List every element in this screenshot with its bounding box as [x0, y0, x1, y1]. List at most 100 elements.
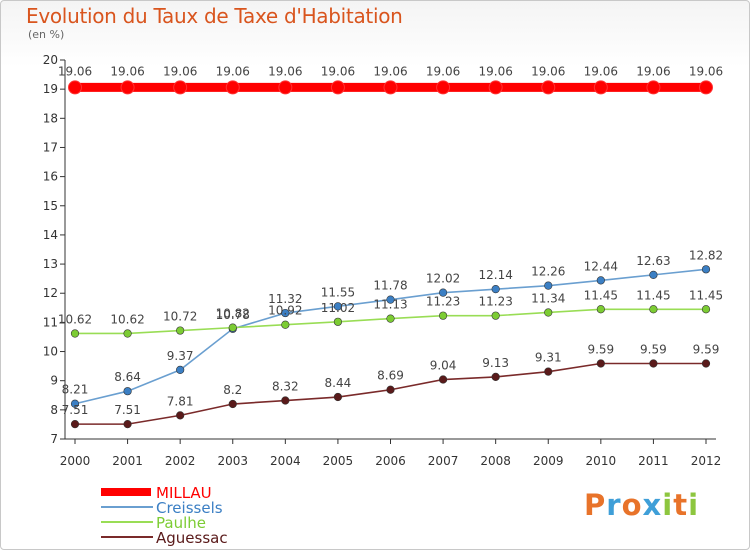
legend-label: Aguessac: [156, 529, 228, 547]
data-point: [68, 80, 82, 95]
data-label: 9.04: [430, 359, 457, 373]
legend-label: Paulhe: [156, 514, 206, 532]
data-point: [544, 367, 553, 376]
data-label: 10.82: [216, 307, 250, 321]
data-point: [281, 308, 290, 318]
data-label: 8.44: [325, 376, 352, 390]
data-label: 9.59: [587, 342, 614, 356]
data-label: 9.59: [640, 342, 667, 356]
data-point: [491, 372, 500, 382]
data-point: [70, 399, 80, 408]
data-point: [699, 80, 713, 95]
data-point: [596, 305, 605, 314]
data-label: 9.37: [167, 349, 194, 363]
data-point: [386, 385, 395, 394]
data-label: 8.2: [223, 383, 242, 397]
data-point: [491, 311, 500, 320]
data-label: 11.32: [268, 292, 302, 306]
data-point: [544, 308, 553, 317]
data-point: [488, 80, 503, 95]
data-point: [333, 317, 343, 326]
data-point: [386, 295, 395, 304]
data-label: 19.06: [268, 64, 302, 78]
y-tick-label: 10: [43, 345, 58, 359]
data-point: [281, 396, 290, 405]
x-tick-label: 2009: [533, 454, 564, 468]
data-label: 19.06: [584, 64, 618, 78]
data-point: [649, 305, 658, 314]
y-tick-label: 11: [43, 315, 58, 329]
data-point: [173, 80, 188, 95]
data-point: [701, 305, 711, 314]
data-label: 8.64: [114, 370, 141, 384]
x-tick-label: 2003: [217, 454, 248, 468]
chart-subtitle: (en %): [28, 28, 65, 41]
data-label: 11.34: [531, 291, 565, 305]
data-label: 10.62: [110, 312, 144, 326]
data-label: 19.06: [426, 64, 460, 78]
logo-letter: r: [606, 488, 622, 522]
data-label: 7.81: [167, 394, 194, 408]
data-point: [438, 311, 448, 320]
proxiti-logo: Proxiti: [584, 488, 699, 522]
y-tick-label: 13: [43, 257, 58, 271]
data-point: [436, 80, 451, 95]
data-label: 7.51: [114, 403, 141, 417]
y-tick-label: 8: [50, 403, 58, 417]
x-tick-label: 2011: [638, 454, 669, 468]
data-label: 11.02: [321, 301, 355, 315]
data-point: [120, 80, 135, 95]
legend-label: MILLAU: [156, 484, 212, 502]
x-tick-label: 2005: [323, 454, 354, 468]
data-label: 12.26: [531, 265, 565, 279]
data-point: [333, 302, 343, 311]
data-label: 19.06: [531, 64, 565, 78]
data-point: [70, 420, 80, 429]
data-point: [596, 276, 605, 285]
data-label: 12.82: [689, 248, 723, 262]
logo-letter: i: [662, 488, 674, 522]
data-point: [491, 285, 500, 294]
data-point: [383, 80, 398, 95]
data-label: 19.06: [689, 64, 723, 78]
data-label: 11.13: [373, 298, 407, 312]
data-label: 19.06: [636, 64, 670, 78]
data-label: 7.51: [62, 403, 89, 417]
x-tick-label: 2004: [270, 454, 301, 468]
y-tick-label: 7: [50, 432, 58, 446]
data-point: [649, 270, 658, 279]
data-label: 19.06: [216, 64, 250, 78]
data-label: 10.78: [216, 308, 250, 322]
logo-letter: x: [642, 488, 663, 522]
data-label: 19.06: [321, 64, 355, 78]
data-point: [649, 359, 658, 368]
data-point: [278, 80, 293, 95]
y-tick-label: 20: [43, 53, 58, 67]
x-tick-label: 2012: [691, 454, 722, 468]
data-point: [330, 80, 345, 95]
data-label: 19.06: [58, 64, 92, 78]
data-point: [544, 281, 553, 290]
data-label: 10.92: [268, 304, 302, 318]
data-point: [228, 399, 237, 409]
data-label: 11.23: [426, 295, 460, 309]
legend-label: Creissels: [156, 499, 223, 517]
data-label: 8.21: [62, 383, 89, 397]
data-label: 19.06: [110, 64, 144, 78]
data-point: [701, 359, 711, 368]
y-tick-label: 19: [43, 82, 58, 96]
x-tick-label: 2007: [428, 454, 459, 468]
data-label: 11.45: [689, 288, 723, 302]
x-tick-label: 2001: [112, 454, 143, 468]
data-point: [176, 411, 185, 420]
data-label: 11.78: [373, 279, 407, 293]
data-point: [593, 80, 608, 95]
data-label: 12.63: [636, 254, 670, 268]
data-point: [596, 359, 605, 368]
y-tick-label: 9: [50, 374, 58, 388]
data-label: 9.59: [693, 342, 720, 356]
data-label: 11.55: [321, 285, 355, 299]
x-tick-label: 2002: [165, 454, 196, 468]
data-point: [176, 326, 185, 335]
